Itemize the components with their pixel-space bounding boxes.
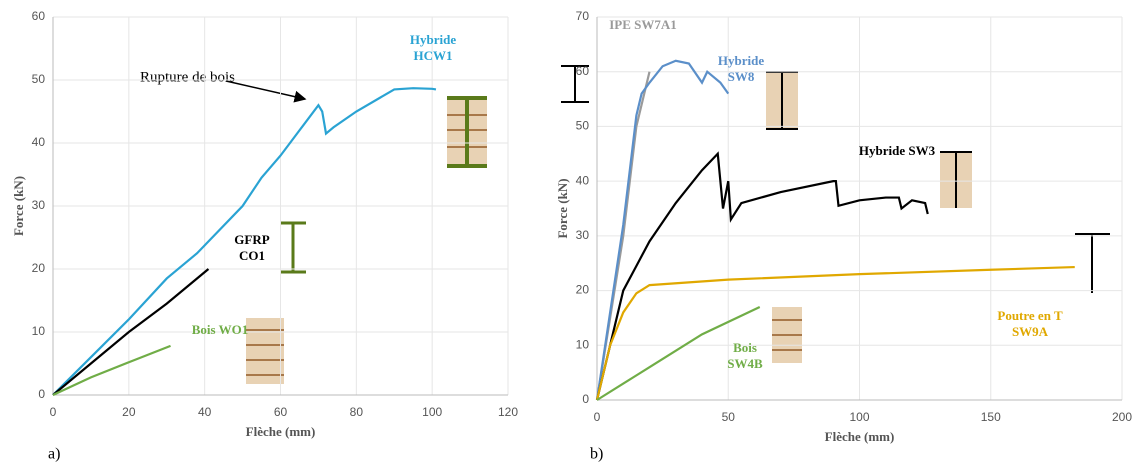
x-tick-label: 0 [50, 405, 57, 419]
series-line [596, 305, 761, 401]
x-tick-label: 60 [274, 405, 288, 419]
y-tick-label: 50 [32, 72, 46, 86]
y-tick-label: 10 [576, 337, 590, 351]
series-line [595, 265, 1075, 401]
x-tick-label: 100 [849, 410, 869, 424]
icon-ipe [561, 65, 589, 103]
panel-label: a) [48, 446, 60, 463]
series-label: Bois SW4B [727, 340, 763, 371]
x-tick-label: 50 [722, 410, 736, 424]
y-tick-label: 60 [576, 64, 590, 78]
y-tick-label: 20 [576, 283, 590, 297]
x-tick-label: 150 [981, 410, 1001, 424]
series-line [52, 268, 210, 396]
y-tick-label: 60 [32, 9, 46, 23]
x-tick-label: 200 [1112, 410, 1132, 424]
series-label: IPE SW7A1 [609, 17, 677, 32]
y-tick-label: 30 [576, 228, 590, 242]
y-tick-label: 50 [576, 119, 590, 133]
series-line [595, 151, 929, 401]
annotation-arrow [225, 80, 307, 103]
y-tick-label: 10 [32, 324, 46, 338]
series-label: GFRP CO1 [234, 232, 270, 263]
series-line [595, 59, 730, 401]
x-axis-label: Flèche (mm) [246, 424, 316, 439]
series-line [52, 87, 437, 396]
y-tick-label: 40 [576, 173, 590, 187]
x-tick-label: 40 [198, 405, 212, 419]
series-label: Hybride SW8 [717, 53, 765, 84]
series-label: Bois WO1 [191, 322, 249, 337]
y-axis-label: Force (kN) [11, 176, 26, 236]
series-line [52, 344, 171, 396]
y-tick-label: 20 [32, 261, 46, 275]
x-axis-label: Flèche (mm) [825, 429, 895, 444]
series-label: Hybride HCW1 [409, 32, 457, 63]
icon-wood [246, 318, 284, 384]
y-tick-label: 70 [576, 9, 590, 23]
icon-t [1075, 233, 1110, 293]
y-tick-label: 0 [38, 387, 45, 401]
icon-sw3 [940, 151, 972, 208]
y-tick-label: 30 [32, 198, 46, 212]
panel-label: b) [590, 446, 603, 463]
y-tick-label: 0 [582, 392, 589, 406]
series-label: Hybride SW3 [858, 143, 936, 158]
y-tick-label: 40 [32, 135, 46, 149]
x-tick-label: 0 [594, 410, 601, 424]
icon-sw8 [766, 71, 798, 130]
annotation: Rupture de bois [140, 69, 235, 85]
icon-gfrp [280, 221, 306, 274]
x-tick-label: 20 [122, 405, 136, 419]
x-tick-label: 80 [350, 405, 364, 419]
x-tick-label: 100 [422, 405, 442, 419]
x-tick-label: 120 [498, 405, 518, 419]
icon-hybrid [447, 96, 487, 168]
series-label: Poutre en T SW9A [997, 308, 1063, 339]
y-axis-label: Force (kN) [555, 178, 570, 238]
icon-wood-b [772, 307, 802, 363]
